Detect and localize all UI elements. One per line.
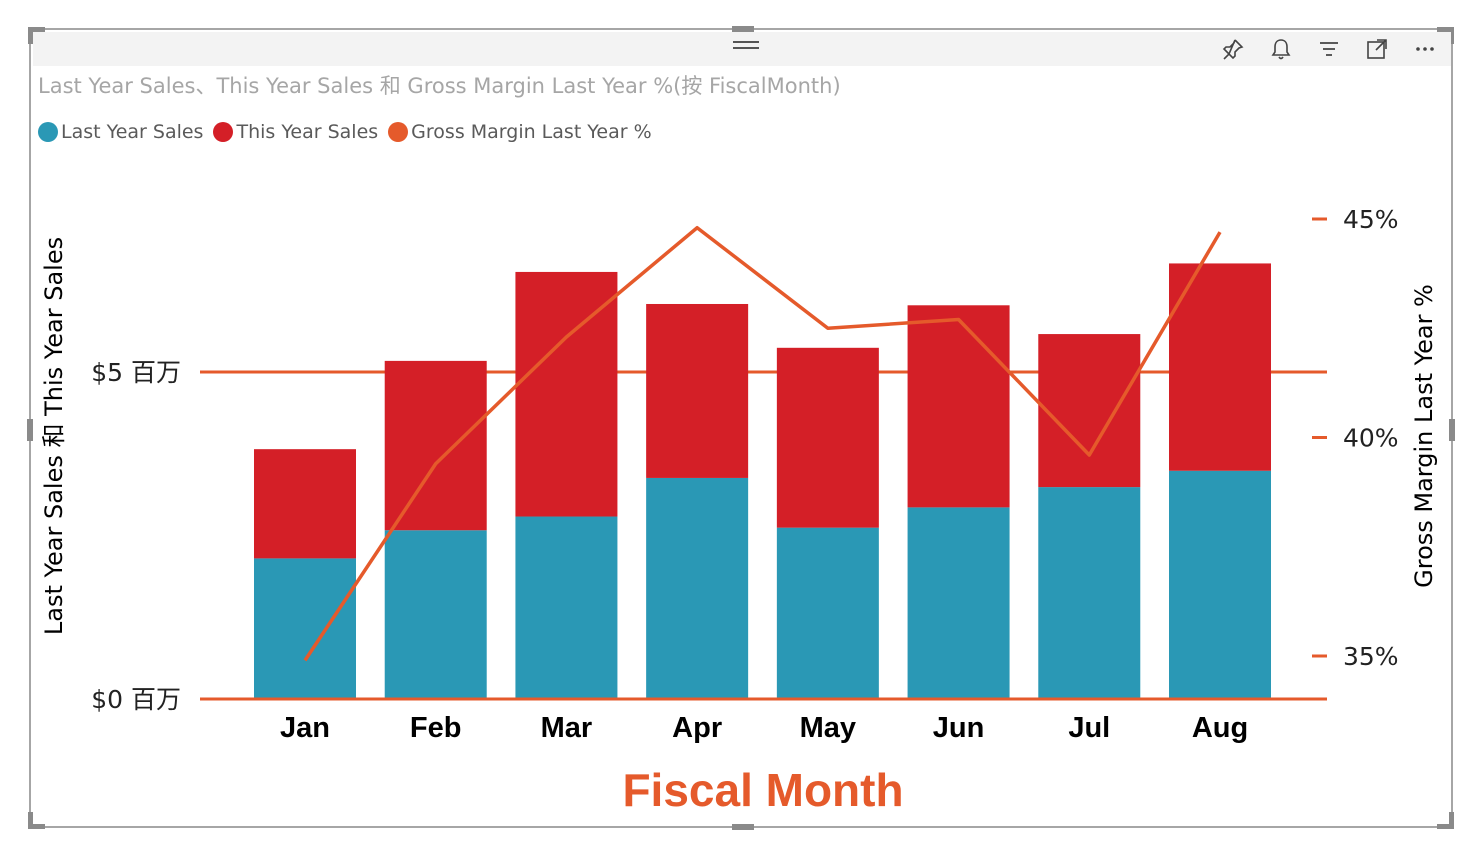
chart-legend: Last Year Sales This Year Sales Gross Ma… xyxy=(38,121,652,143)
focus-mode-icon[interactable] xyxy=(1363,35,1391,63)
bar-this-year-sales[interactable] xyxy=(515,271,618,517)
visual-header xyxy=(33,32,1451,66)
legend-marker xyxy=(38,122,58,142)
line-point-gross-margin[interactable] xyxy=(1086,452,1092,458)
line-point-gross-margin[interactable] xyxy=(563,334,569,340)
bar-this-year-sales[interactable] xyxy=(1169,263,1271,471)
resize-handle-bottom-right[interactable] xyxy=(1437,812,1454,829)
resize-handle-bottom-left[interactable] xyxy=(28,812,45,829)
bar-last-year-sales[interactable] xyxy=(515,516,618,699)
chart-title: Last Year Sales、This Year Sales 和 Gross … xyxy=(38,74,841,98)
bar-this-year-sales[interactable] xyxy=(776,347,879,528)
line-gross-margin[interactable] xyxy=(303,225,1222,662)
y-tick-label: $0 百万 xyxy=(91,685,181,714)
line-point-gross-margin[interactable] xyxy=(956,317,962,323)
x-axis-title: Fiscal Month xyxy=(622,764,903,816)
bar-last-year-sales[interactable] xyxy=(776,527,879,699)
resize-handle-left[interactable] xyxy=(27,419,33,441)
x-tick-label: Apr xyxy=(672,712,722,744)
x-tick-label: Aug xyxy=(1192,712,1248,744)
bar-this-year-sales[interactable] xyxy=(646,303,749,478)
pin-icon[interactable] xyxy=(1219,35,1247,63)
bar-last-year-sales[interactable] xyxy=(1169,470,1271,699)
bar-last-year-sales[interactable] xyxy=(646,477,749,699)
line-point-gross-margin[interactable] xyxy=(1217,229,1223,235)
x-tick-label: Jan xyxy=(280,712,330,744)
line-point-gross-margin[interactable] xyxy=(302,657,308,663)
legend-item-last-year-sales[interactable]: Last Year Sales xyxy=(38,121,203,143)
bar-this-year-sales[interactable] xyxy=(254,449,356,559)
legend-label: Last Year Sales xyxy=(61,121,204,143)
y-axis-title: Last Year Sales 和 This Year Sales xyxy=(40,237,68,635)
filter-icon[interactable] xyxy=(1315,35,1343,63)
resize-handle-right[interactable] xyxy=(1449,419,1455,441)
y2-axis-title: Gross Margin Last Year % xyxy=(1410,284,1438,588)
legend-marker xyxy=(213,122,234,142)
resize-handle-bottom[interactable] xyxy=(732,824,754,830)
line-point-gross-margin[interactable] xyxy=(825,325,831,331)
resize-handle-top-left[interactable] xyxy=(28,27,45,44)
x-tick-label: May xyxy=(800,712,856,744)
legend-marker xyxy=(388,122,409,142)
legend-label: Gross Margin Last Year % xyxy=(411,121,652,143)
x-tick-label: Feb xyxy=(410,712,462,744)
drag-grip-icon[interactable] xyxy=(733,41,759,53)
legend-item-gross-margin[interactable]: Gross Margin Last Year % xyxy=(388,121,652,143)
line-point-gross-margin[interactable] xyxy=(433,461,439,467)
bar-this-year-sales[interactable] xyxy=(384,360,487,531)
bar-this-year-sales[interactable] xyxy=(907,305,1010,508)
more-options-icon[interactable] xyxy=(1411,35,1439,63)
line-point-gross-margin[interactable] xyxy=(694,225,700,231)
bar-last-year-sales[interactable] xyxy=(907,507,1010,699)
x-tick-label: Jul xyxy=(1068,712,1110,744)
bar-last-year-sales[interactable] xyxy=(384,530,487,699)
resize-handle-top[interactable] xyxy=(732,26,754,32)
legend-item-this-year-sales[interactable]: This Year Sales xyxy=(213,121,378,143)
x-tick-label: Mar xyxy=(541,712,593,744)
bar-last-year-sales[interactable] xyxy=(1038,487,1141,699)
y-tick-label: $5 百万 xyxy=(91,358,181,387)
visual-header-toolbar xyxy=(1219,35,1439,63)
resize-handle-top-right[interactable] xyxy=(1437,27,1454,44)
y2-tick-label: 35% xyxy=(1343,642,1399,671)
bar-last-year-sales[interactable] xyxy=(254,558,356,699)
bell-icon[interactable] xyxy=(1267,35,1295,63)
x-tick-label: Jun xyxy=(933,712,985,744)
legend-label: This Year Sales xyxy=(236,121,379,143)
y2-tick-label: 40% xyxy=(1343,424,1399,453)
y2-tick-label: 45% xyxy=(1343,205,1399,234)
bar-this-year-sales[interactable] xyxy=(1038,334,1141,488)
